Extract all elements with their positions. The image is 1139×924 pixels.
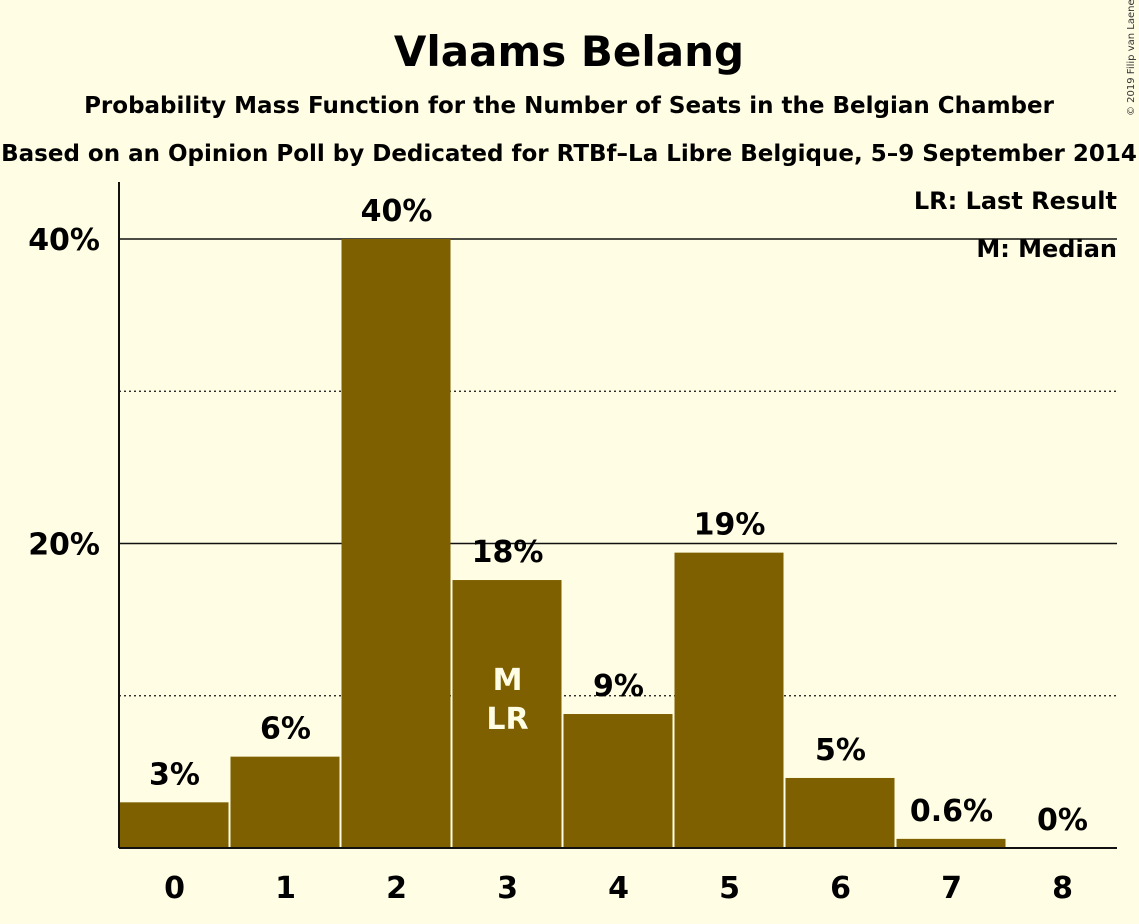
value-label-7: 0.6%	[910, 794, 993, 829]
y-tick-40: 40%	[28, 223, 100, 258]
value-label-5: 19%	[694, 508, 766, 543]
bar-1	[230, 756, 340, 848]
legend-last-result: LR: Last Result	[914, 187, 1117, 215]
bar-2	[341, 239, 451, 848]
gridlines	[119, 238, 1117, 697]
value-labels: 3% 6% 40% 18% 9% 19% 5% 0.6% 0% M LR	[149, 194, 1088, 838]
x-tick-3: 3	[497, 871, 518, 906]
value-label-3: 18%	[472, 535, 544, 570]
value-label-4: 9%	[593, 669, 644, 704]
x-tick-2: 2	[386, 871, 407, 906]
x-tick-5: 5	[719, 871, 740, 906]
median-marker: M	[493, 663, 523, 698]
copyright-notice: © 2019 Filip van Laenen	[1126, 0, 1137, 116]
x-tick-1: 1	[275, 871, 296, 906]
bar-5	[674, 552, 784, 848]
x-tick-0: 0	[164, 871, 185, 906]
value-label-6: 5%	[815, 733, 866, 768]
chart-subtitle-poll: Based on an Opinion Poll by Dedicated fo…	[1, 141, 1137, 167]
chart-title: Vlaams Belang	[394, 27, 744, 76]
value-label-0: 3%	[149, 757, 200, 792]
bar-4	[563, 714, 673, 848]
bar-0	[119, 802, 229, 848]
bars	[119, 239, 1006, 848]
last-result-marker: LR	[486, 702, 528, 737]
y-tick-20: 20%	[28, 528, 100, 563]
bar-6	[785, 777, 895, 848]
chart-subtitle: Probability Mass Function for the Number…	[84, 93, 1055, 119]
x-tick-8: 8	[1052, 871, 1073, 906]
legend-median: M: Median	[976, 235, 1117, 263]
x-axis: 0 1 2 3 4 5 6 7 8	[119, 847, 1117, 906]
value-label-8: 0%	[1037, 803, 1088, 838]
y-axis: 20% 40%	[28, 182, 120, 848]
bar-7	[896, 838, 1006, 848]
value-label-2: 40%	[361, 194, 433, 229]
value-label-1: 6%	[260, 712, 311, 747]
x-tick-7: 7	[941, 871, 962, 906]
x-tick-6: 6	[830, 871, 851, 906]
bar-3	[452, 580, 562, 848]
x-tick-4: 4	[608, 871, 629, 906]
